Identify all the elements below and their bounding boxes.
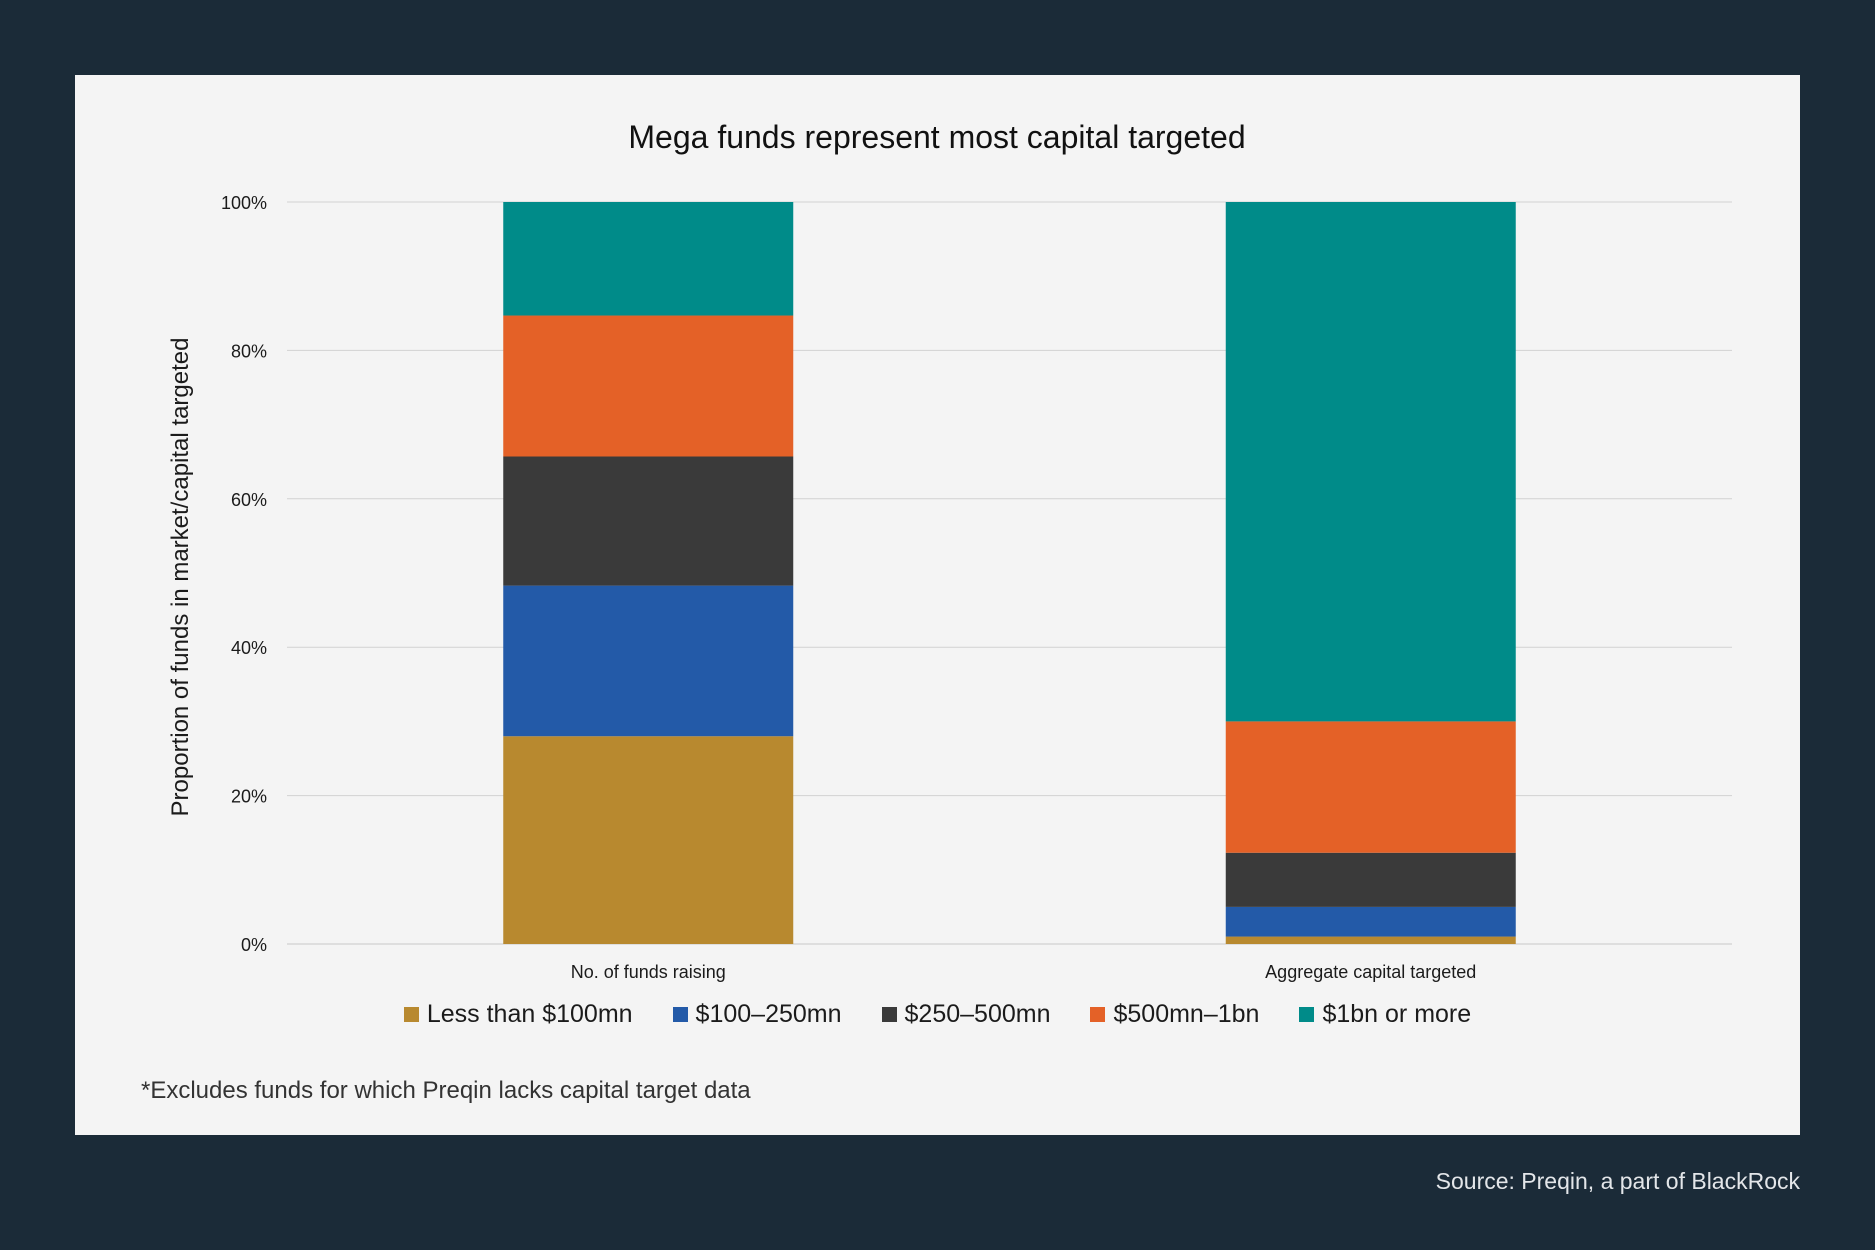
y-tick-label: 20%	[231, 787, 267, 807]
bar-segment	[503, 315, 794, 457]
y-tick-label: 60%	[231, 490, 267, 510]
y-tick-label: 40%	[231, 638, 267, 658]
legend-item: $100–250mn	[672, 1000, 842, 1029]
bar-segment	[1225, 936, 1516, 944]
y-tick-label: 80%	[231, 341, 267, 361]
bar-segment	[503, 585, 794, 737]
y-axis-label: Proportion of funds in market/capital ta…	[167, 338, 194, 817]
chart-panel: Mega funds represent most capital target…	[75, 75, 1800, 1135]
legend-item: $500mn–1bn	[1090, 1000, 1259, 1029]
legend-item: Less than $100mn	[403, 1000, 633, 1029]
source-credit: Source: Preqin, a part of BlackRock	[1435, 1168, 1800, 1194]
x-tick-label: Aggregate capital targeted	[1265, 962, 1476, 982]
chart-svg: Mega funds represent most capital target…	[167, 119, 1732, 982]
bar-segment	[1225, 906, 1516, 937]
footnote: *Excludes funds for which Preqin lacks c…	[141, 1077, 751, 1104]
legend-item: $1bn or more	[1299, 1000, 1471, 1029]
legend-label: $1bn or more	[1322, 1000, 1472, 1028]
legend-swatch	[672, 1007, 688, 1022]
legend-swatch	[881, 1007, 897, 1022]
legend-label: $500mn–1bn	[1113, 1000, 1260, 1028]
legend: Less than $100mn $100–250mn $250–500mn $500…	[75, 1000, 1800, 1029]
chart-title: Mega funds represent most capital target…	[628, 119, 1245, 155]
x-tick-labels: No. of funds raising Aggregate capital ta…	[571, 962, 1477, 982]
x-tick-label: No. of funds raising	[571, 962, 726, 982]
bar-segment	[503, 736, 794, 944]
legend-label: Less than $100mn	[426, 1000, 633, 1028]
legend-label: $250–500mn	[904, 1000, 1051, 1028]
bar-segment	[503, 456, 794, 586]
legend-swatch	[1299, 1007, 1315, 1022]
y-tick-label: 0%	[241, 935, 267, 955]
bar-segment	[1225, 721, 1516, 853]
bar-segment	[1225, 202, 1516, 722]
legend-swatch	[403, 1007, 419, 1022]
bar-segment	[1225, 852, 1516, 907]
bar-segment	[503, 202, 794, 316]
y-tick-labels: 0% 20% 40% 60% 80% 100%	[221, 193, 267, 955]
legend-swatch	[1090, 1007, 1106, 1022]
y-tick-label: 100%	[221, 193, 267, 213]
legend-label: $100–250mn	[695, 1000, 842, 1028]
legend-item: $250–500mn	[881, 1000, 1051, 1029]
bar-layer	[503, 202, 1516, 944]
